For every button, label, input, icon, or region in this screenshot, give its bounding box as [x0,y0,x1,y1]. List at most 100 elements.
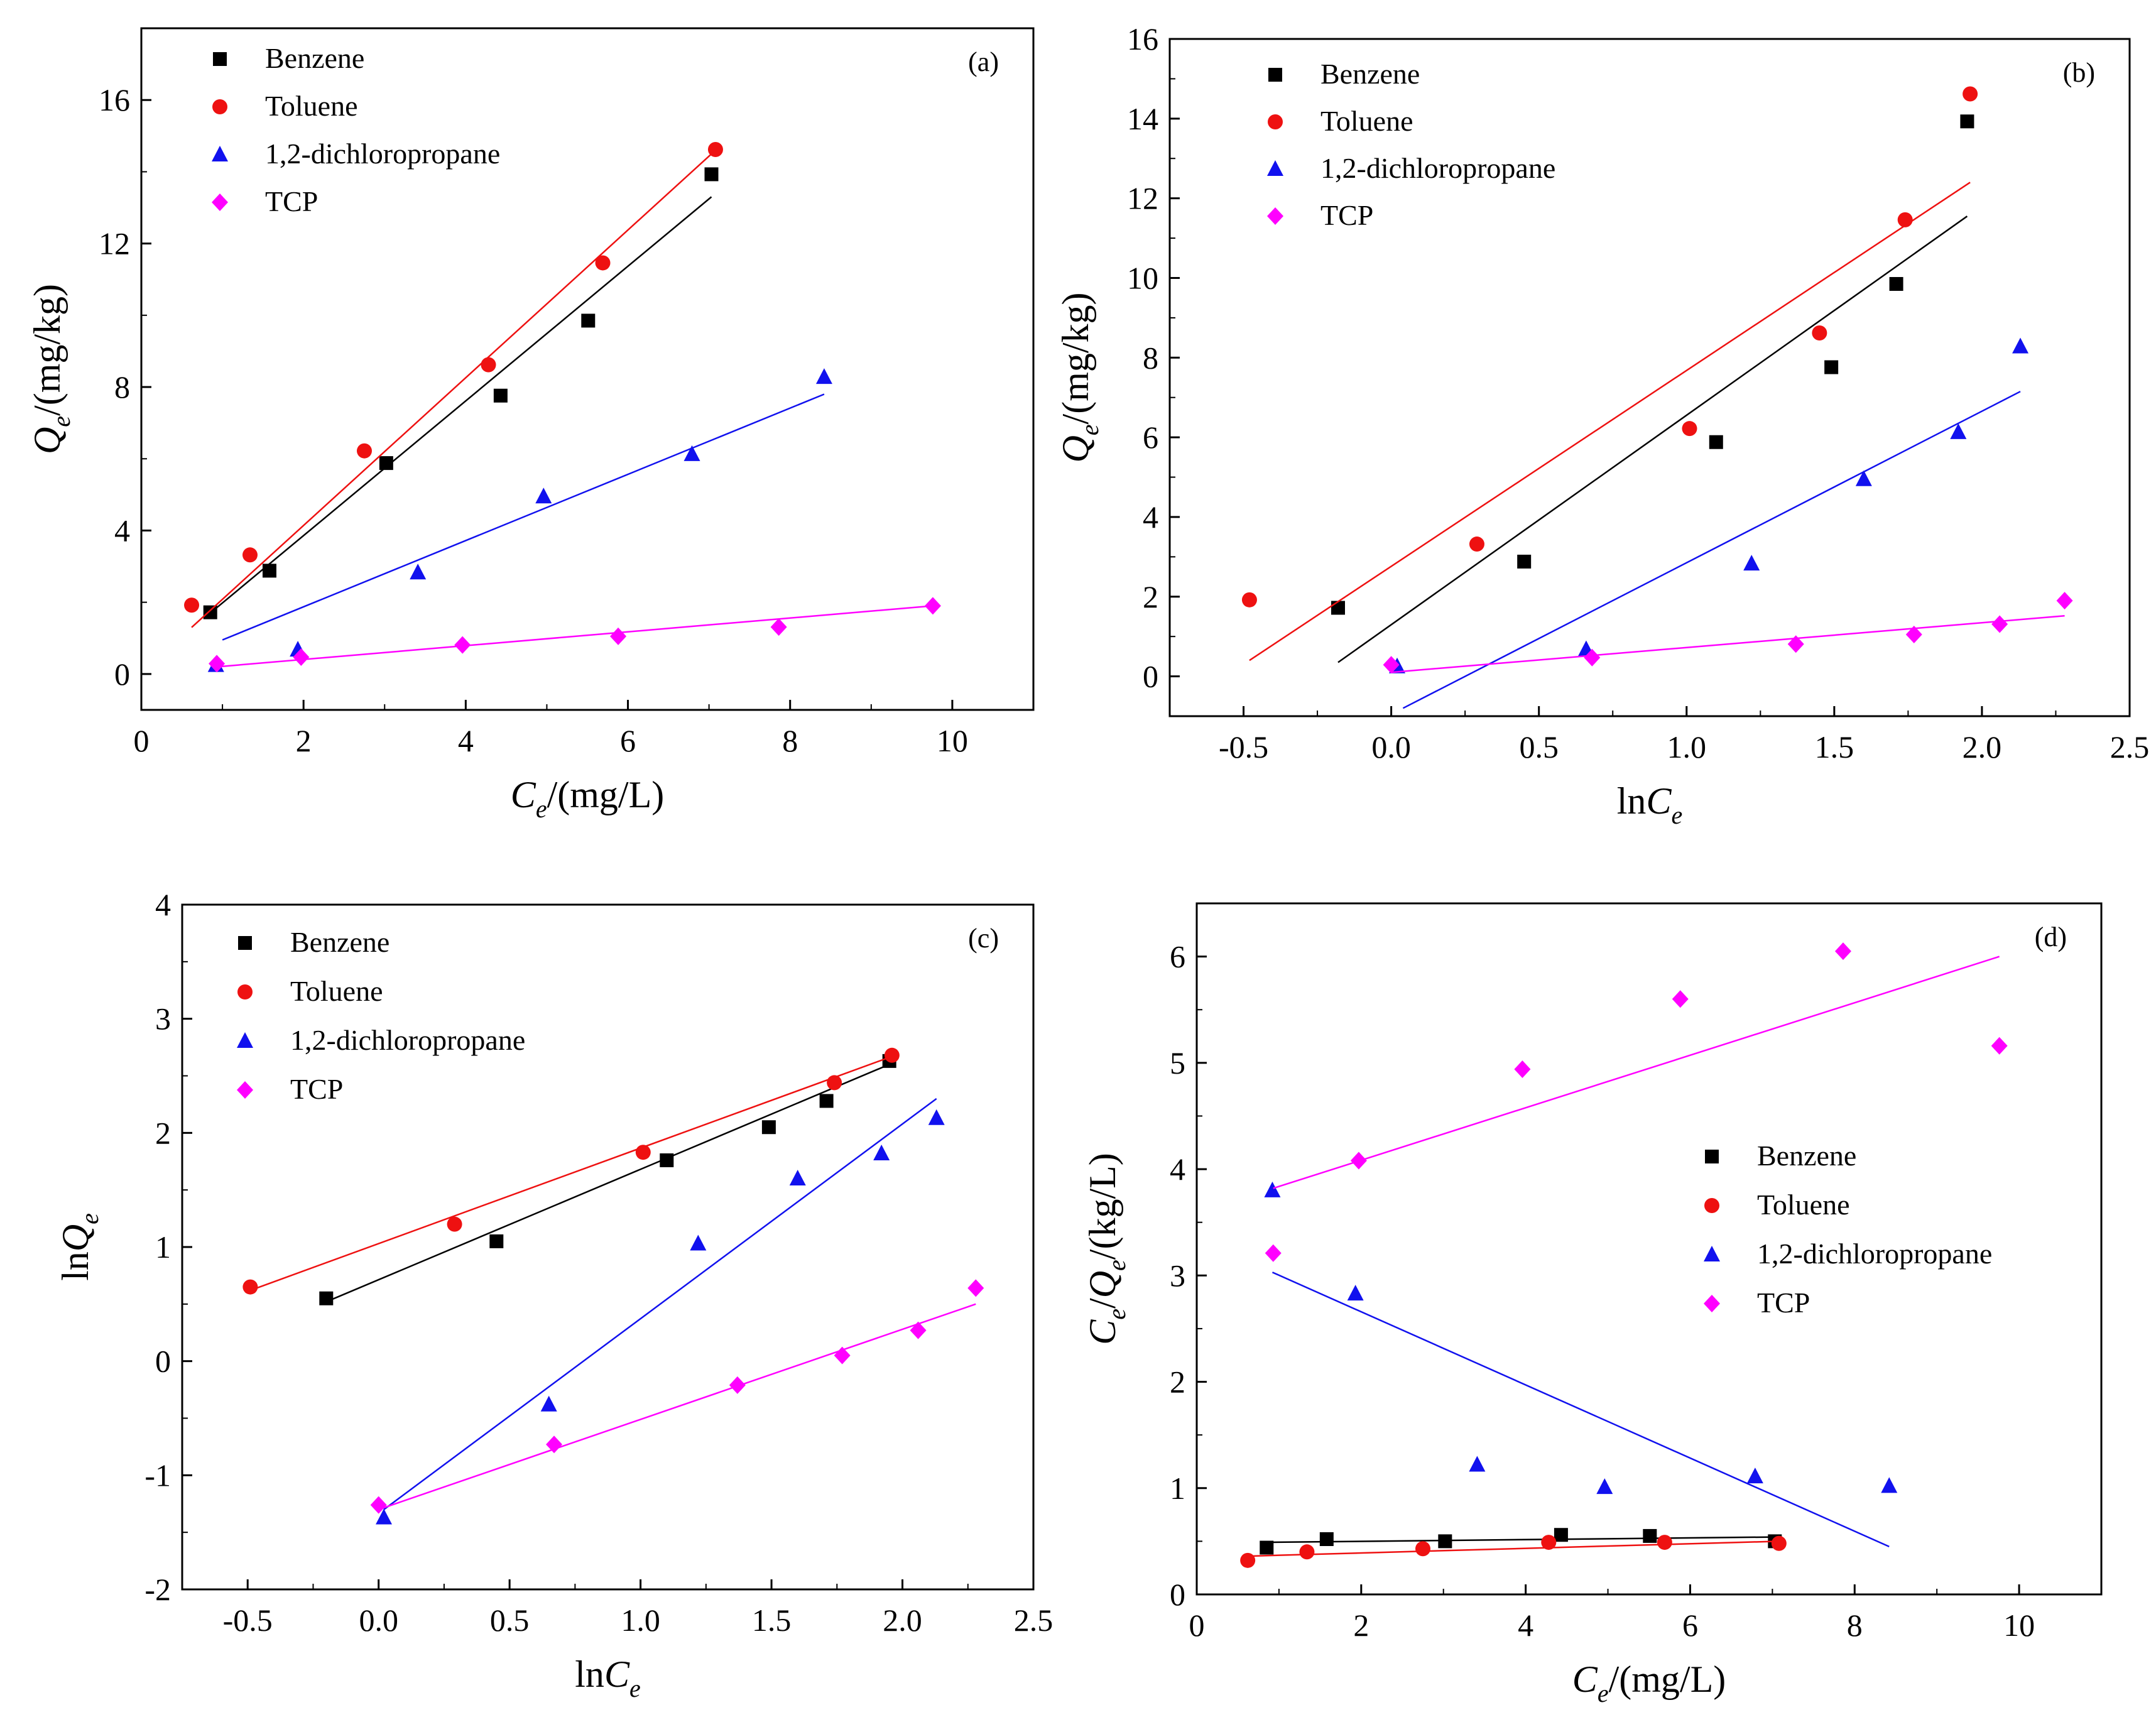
legend-marker-tcp [1267,207,1283,225]
x-tick-label: 6 [620,723,636,758]
data-point-tcp [1991,1037,2008,1055]
y-axis-label-sub: e [1075,424,1104,435]
y-axis-label: Qe/(mg/kg) [1055,292,1104,462]
data-point-benzene [319,1291,334,1305]
x-tick-label: 1.5 [752,1603,792,1638]
legend-label-toluene: Toluene [1320,105,1413,137]
y-tick-label: 8 [114,369,130,405]
data-point-toluene [242,547,258,563]
data-point-toluene [635,1145,651,1160]
data-point-1-2-dichloropropane [1743,555,1760,571]
legend-marker-toluene [1268,114,1283,129]
y-tick-label: 3 [1170,1258,1185,1293]
y-tick-label: 2 [155,1115,171,1150]
legend-marker-tcp [212,193,228,211]
legend-label-1-2-dichloropropane: 1,2-dichloropropane [1320,152,1555,184]
data-point-tcp [293,648,310,667]
data-point-benzene [493,388,508,403]
legend-label-1-2-dichloropropane: 1,2-dichloropropane [290,1024,525,1056]
data-point-toluene [1415,1541,1430,1557]
legend-label-benzene: Benzene [1757,1140,1856,1172]
panel-label: (b) [2063,57,2095,88]
y-tick-label: -1 [144,1457,171,1493]
data-point-1-2-dichloropropane [815,368,832,384]
data-point-tcp [1834,942,1851,961]
x-axis-label-main: C [1646,780,1672,822]
fit-line-1-2-dichloropropane [1402,391,2021,709]
legend: Benzene Toluene 1,2-dichloropropane TCP [212,42,500,217]
legend-label-toluene: Toluene [1757,1189,1850,1221]
data-point-tcp [610,627,627,645]
data-point-toluene [1897,212,1913,227]
data-point-tcp [546,1435,563,1454]
y-axis-label-main: Q [55,1224,96,1251]
data-point-1-2-dichloropropane [540,1395,557,1412]
fit-line-tcp [378,1303,976,1511]
fit-line-1-2-dichloropropane [383,1097,937,1510]
y-tick-label: 12 [1127,181,1158,216]
fit-line-benzene [209,196,712,614]
legend-marker-toluene [212,99,227,114]
y-axis-label-sub: e [75,1213,104,1224]
fit-line-toluene [249,1055,893,1292]
legend-label-toluene: Toluene [265,90,358,122]
panel-label: (d) [2035,922,2067,952]
x-tick-label: 0.5 [490,1603,530,1638]
data-point-benzene [1331,601,1345,615]
series-toluene [184,142,723,628]
y-axis-label-rest: /(kg/L) [1082,1153,1123,1260]
y-tick-label: 1 [155,1229,171,1265]
y-axis-label-sub2: e [1102,1260,1131,1271]
panel-c: -0.5 0.0 0.5 1.0 1.5 2.0 2.5-2-101234lnCelnQe(… [55,887,1053,1702]
y-tick-label: -2 [144,1572,171,1607]
data-point-tcp [1514,1060,1531,1078]
series-benzene [1331,114,1974,663]
panel-a: 0 2 4 6 8 100481216Ce/(mg/L)Qe/(mg/kg)(a)Benz… [26,27,1035,823]
legend-marker-benzene [213,52,227,66]
y-tick-label: 2 [1170,1364,1185,1400]
y-tick-label: 1 [1170,1471,1185,1506]
data-point-1-2-dichloropropane [789,1170,806,1185]
y-tick-label: 14 [1127,101,1158,136]
data-point-benzene [704,167,719,182]
y-tick-label: 16 [1127,21,1158,57]
series-tcp [1383,592,2073,674]
y-axis-label-sub: e [1102,1309,1131,1320]
data-point-benzene [1889,276,1903,291]
data-point-tcp [729,1376,746,1394]
data-point-1-2-dichloropropane [1950,423,1967,439]
x-axis-label-sub: e [1598,1679,1609,1707]
data-point-tcp [1350,1152,1367,1170]
y-tick-label: 8 [1143,340,1158,375]
data-point-tcp [770,618,787,636]
y-tick-label: 0 [1143,659,1158,694]
y-axis-label-mid: / [1082,1298,1123,1309]
x-tick-label: 0.5 [1519,729,1559,765]
y-tick-label: 4 [155,887,171,922]
legend-marker-benzene [1705,1150,1719,1163]
legend-marker-1-2-dichloropropane [1267,160,1283,176]
x-axis-label-main: C [511,774,536,815]
data-point-benzene [1554,1528,1568,1542]
x-axis-label-prefix: ln [1617,780,1647,822]
x-tick-label: 2.0 [883,1603,922,1638]
x-tick-label: 1.0 [1667,729,1707,765]
y-tick-label: 6 [1170,939,1185,974]
x-tick-label: -0.5 [223,1603,273,1638]
x-tick-label: 2 [296,723,312,758]
data-point-benzene [262,564,276,578]
x-axis-label-rest: /(mg/L) [547,774,665,815]
data-point-toluene [184,597,200,613]
legend-label-tcp: TCP [290,1073,343,1105]
series-tcp [1265,942,2008,1262]
x-tick-label: 2.0 [1963,729,2002,765]
data-point-1-2-dichloropropane [683,445,700,461]
data-point-toluene [1771,1535,1787,1551]
data-point-1-2-dichloropropane [1855,470,1872,486]
y-tick-label: 6 [1143,420,1158,455]
data-point-tcp [209,655,226,673]
data-point-benzene [1260,1540,1274,1555]
x-axis-label-sub: e [1671,801,1682,829]
data-point-tcp [910,1321,927,1339]
data-point-tcp [924,597,941,615]
